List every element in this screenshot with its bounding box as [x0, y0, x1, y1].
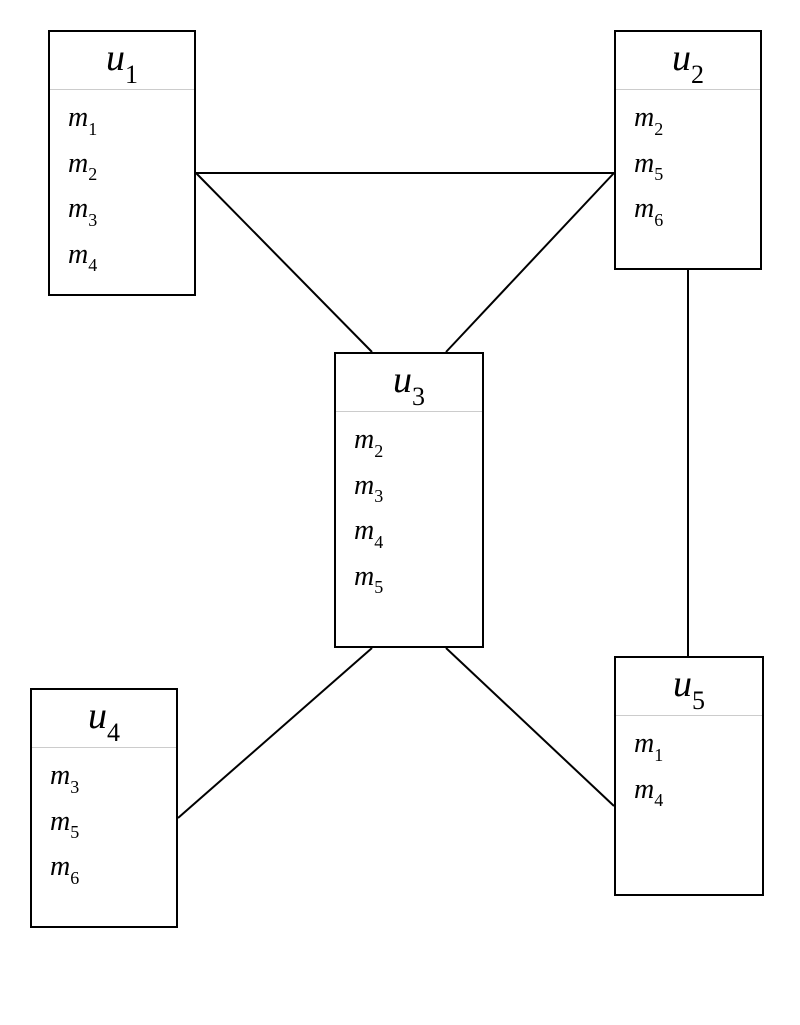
item-base: m — [68, 239, 88, 270]
node-item: m3 — [68, 187, 194, 232]
node-header-u5: u5 — [616, 658, 762, 716]
node-header-u2: u2 — [616, 32, 760, 90]
item-sub: 6 — [70, 868, 79, 888]
node-item: m6 — [50, 845, 176, 890]
item-base: m — [354, 561, 374, 592]
node-label-sub: 4 — [107, 718, 120, 747]
node-item: m5 — [634, 142, 760, 187]
item-sub: 4 — [654, 790, 663, 810]
item-sub: 1 — [654, 745, 663, 765]
edge-u2-u3 — [446, 173, 614, 352]
node-body-u1: m1m2m3m4 — [50, 90, 194, 282]
item-sub: 2 — [654, 119, 663, 139]
item-base: m — [634, 774, 654, 805]
item-base: m — [634, 148, 654, 179]
item-sub: 3 — [70, 777, 79, 797]
item-base: m — [50, 760, 70, 791]
item-base: m — [68, 148, 88, 179]
item-sub: 3 — [88, 210, 97, 230]
edge-u3-u4 — [178, 648, 372, 818]
node-u2: u2m2m5m6 — [614, 30, 762, 270]
node-label-sub: 5 — [692, 686, 705, 715]
node-label-base: u — [88, 695, 107, 737]
item-sub: 5 — [374, 577, 383, 597]
node-label-base: u — [393, 359, 412, 401]
node-item: m6 — [634, 187, 760, 232]
item-sub: 3 — [374, 486, 383, 506]
node-header-u4: u4 — [32, 690, 176, 748]
node-item: m5 — [50, 800, 176, 845]
node-label-base: u — [673, 663, 692, 705]
node-body-u4: m3m5m6 — [32, 748, 176, 894]
node-u5: u5m1m4 — [614, 656, 764, 896]
node-u4: u4m3m5m6 — [30, 688, 178, 928]
node-item: m2 — [354, 418, 482, 463]
node-item: m5 — [354, 555, 482, 600]
item-base: m — [50, 806, 70, 837]
node-label-sub: 2 — [691, 60, 704, 89]
item-sub: 2 — [88, 164, 97, 184]
item-sub: 6 — [654, 210, 663, 230]
node-item: m4 — [634, 768, 762, 813]
item-sub: 5 — [70, 822, 79, 842]
node-label-base: u — [672, 37, 691, 79]
edge-u1-u3 — [196, 173, 372, 352]
item-sub: 5 — [654, 164, 663, 184]
item-base: m — [354, 424, 374, 455]
item-base: m — [68, 193, 88, 224]
node-item: m1 — [634, 722, 762, 767]
node-item: m4 — [68, 233, 194, 278]
node-body-u5: m1m4 — [616, 716, 762, 817]
node-item: m2 — [634, 96, 760, 141]
item-base: m — [634, 193, 654, 224]
node-item: m3 — [50, 754, 176, 799]
item-base: m — [634, 102, 654, 133]
node-u1: u1m1m2m3m4 — [48, 30, 196, 296]
item-base: m — [354, 470, 374, 501]
node-item: m2 — [68, 142, 194, 187]
node-item: m1 — [68, 96, 194, 141]
item-sub: 4 — [88, 255, 97, 275]
node-item: m3 — [354, 464, 482, 509]
item-base: m — [354, 515, 374, 546]
item-sub: 2 — [374, 441, 383, 461]
node-label-base: u — [106, 37, 125, 79]
item-base: m — [634, 728, 654, 759]
item-sub: 1 — [88, 119, 97, 139]
node-label-sub: 3 — [412, 382, 425, 411]
node-body-u2: m2m5m6 — [616, 90, 760, 236]
node-header-u3: u3 — [336, 354, 482, 412]
node-u3: u3m2m3m4m5 — [334, 352, 484, 648]
item-sub: 4 — [374, 532, 383, 552]
node-body-u3: m2m3m4m5 — [336, 412, 482, 604]
node-header-u1: u1 — [50, 32, 194, 90]
edge-u3-u5 — [446, 648, 614, 806]
node-label-sub: 1 — [125, 60, 138, 89]
node-item: m4 — [354, 509, 482, 554]
item-base: m — [50, 851, 70, 882]
item-base: m — [68, 102, 88, 133]
